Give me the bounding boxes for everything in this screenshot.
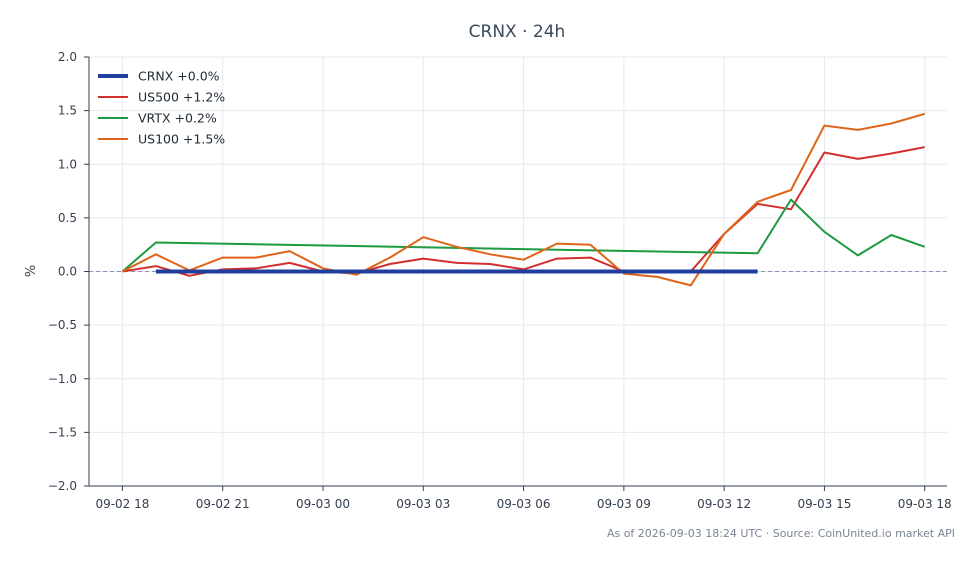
y-tick-label: −1.5 <box>48 425 77 439</box>
y-tick-label: −2.0 <box>48 479 77 493</box>
tick-labels: −2.0 −1.5 −1.0 −0.5 0.0 0.5 1.0 1.5 2.0 09-02 18 0… <box>48 50 952 511</box>
y-tick-label: 0.5 <box>58 211 77 225</box>
source-footnote: As of 2026-09-03 18:24 UTC · Source: Coi… <box>607 527 955 540</box>
series-lines <box>121 112 926 287</box>
series-line-us500 <box>122 146 925 277</box>
x-tick-label: 09-03 00 <box>296 497 350 511</box>
y-tick-label: 1.0 <box>58 157 77 171</box>
series-line-vrtx <box>121 198 926 273</box>
x-tick-label: 09-03 18 <box>898 497 952 511</box>
x-tick-label: 09-03 15 <box>797 497 851 511</box>
y-tick-label: −1.0 <box>48 372 77 386</box>
legend-label-crnx: CRNX +0.0% <box>138 69 220 84</box>
x-tick-label: 09-03 03 <box>396 497 450 511</box>
x-tick-label: 09-02 21 <box>196 497 250 511</box>
y-tick-label: 2.0 <box>58 50 77 64</box>
chart-title: CRNX · 24h <box>469 22 566 42</box>
y-tick-label: −0.5 <box>48 318 77 332</box>
x-tick-label: 09-03 12 <box>697 497 751 511</box>
x-tick-label: 09-03 06 <box>497 497 551 511</box>
series-line-us100 <box>121 112 925 287</box>
y-tick-label: 0.0 <box>58 265 77 279</box>
legend: CRNX +0.0% US500 +1.2% VRTX +0.2% US100 +1.… <box>98 69 225 147</box>
axes <box>84 56 947 491</box>
y-axis-label: % <box>24 265 39 277</box>
x-tick-label: 09-02 18 <box>95 497 149 511</box>
legend-label-us500: US500 +1.2% <box>138 90 225 105</box>
x-tick-label: 09-03 09 <box>597 497 651 511</box>
legend-label-vrtx: VRTX +0.2% <box>138 111 217 126</box>
y-tick-label: 1.5 <box>58 104 77 118</box>
legend-label-us100: US100 +1.5% <box>138 132 225 147</box>
